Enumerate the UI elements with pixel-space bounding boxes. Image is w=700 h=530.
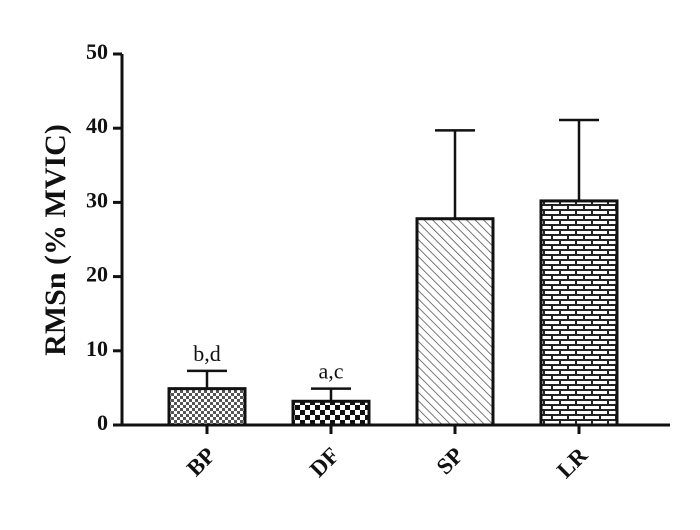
- x-axis: BP DF SP LR: [120, 423, 670, 483]
- bar-df: [291, 399, 371, 427]
- y-tick-label: 0: [97, 410, 108, 435]
- error-bars: [187, 118, 599, 402]
- x-tick-labels: BP DF SP LR: [182, 442, 593, 483]
- y-tick-label: 30: [86, 187, 108, 212]
- category-label-bp: BP: [182, 443, 220, 481]
- y-axis: 0 10 20 30 40 50 RMSn (% MVIC): [39, 39, 124, 435]
- y-tick-labels: 0 10 20 30 40 50: [86, 39, 108, 435]
- bar-sp: [415, 217, 495, 427]
- y-tick-label: 40: [86, 113, 108, 138]
- bars: [167, 199, 619, 427]
- y-tick-label: 50: [86, 39, 108, 64]
- significance-label-df: a,c: [318, 359, 343, 384]
- y-tick-label: 20: [86, 262, 108, 287]
- y-tick-label: 10: [86, 336, 108, 361]
- significance-label-bp: b,d: [193, 341, 221, 366]
- y-axis-label: RMSn (% MVIC): [39, 124, 72, 356]
- category-label-lr: LR: [552, 442, 593, 483]
- bar-bp: [167, 387, 247, 427]
- y-ticks: [113, 52, 122, 427]
- annotations: b,d a,c: [193, 341, 343, 384]
- bar-lr: [539, 199, 619, 427]
- category-label-sp: SP: [432, 443, 469, 480]
- category-label-df: DF: [305, 443, 344, 482]
